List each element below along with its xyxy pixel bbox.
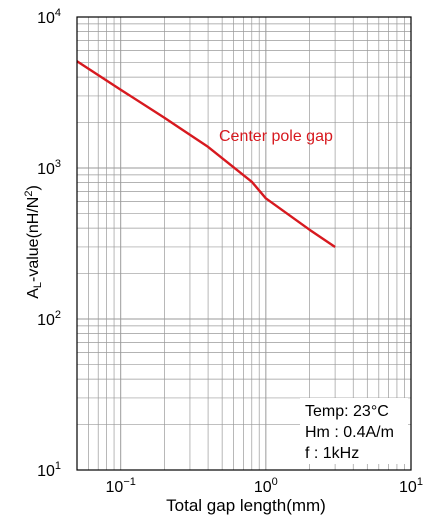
annotation-temp: Temp: 23°C [305, 403, 389, 420]
x-tick-label: 101 [399, 476, 423, 496]
y-axis-label-main: A [25, 288, 42, 299]
y-tick-label: 101 [37, 460, 61, 480]
annotation-freq: f : 1kHz [305, 445, 359, 462]
series-line-center-pole-gap [76, 60, 336, 248]
y-axis-label-sup: 2 [23, 191, 35, 197]
y-tick-label: 102 [37, 309, 61, 329]
annotation-hm: Hm : 0.4A/m [305, 424, 394, 441]
y-tick-label: 104 [37, 7, 61, 27]
tick-labels: 10−1 100 101 101 102 103 104 [37, 7, 423, 496]
x-axis-label: Total gap length(mm) [166, 496, 326, 515]
grid [76, 17, 411, 471]
x-tick-label: 100 [254, 476, 278, 496]
y-axis-label-rest: -value(nH/N [25, 197, 42, 282]
x-tick-label: 10−1 [106, 476, 136, 496]
y-axis-label-end: ) [25, 185, 42, 190]
y-axis-label: AL-value(nH/N2) [23, 185, 44, 299]
y-tick-label: 103 [37, 158, 61, 178]
annotation-box: Temp: 23°C Hm : 0.4A/m f : 1kHz [300, 398, 408, 464]
series-label-center-pole-gap: Center pole gap [219, 128, 333, 145]
series-layer [76, 60, 336, 248]
plot-frame [76, 16, 412, 471]
y-axis-label-sub: L [32, 282, 44, 288]
